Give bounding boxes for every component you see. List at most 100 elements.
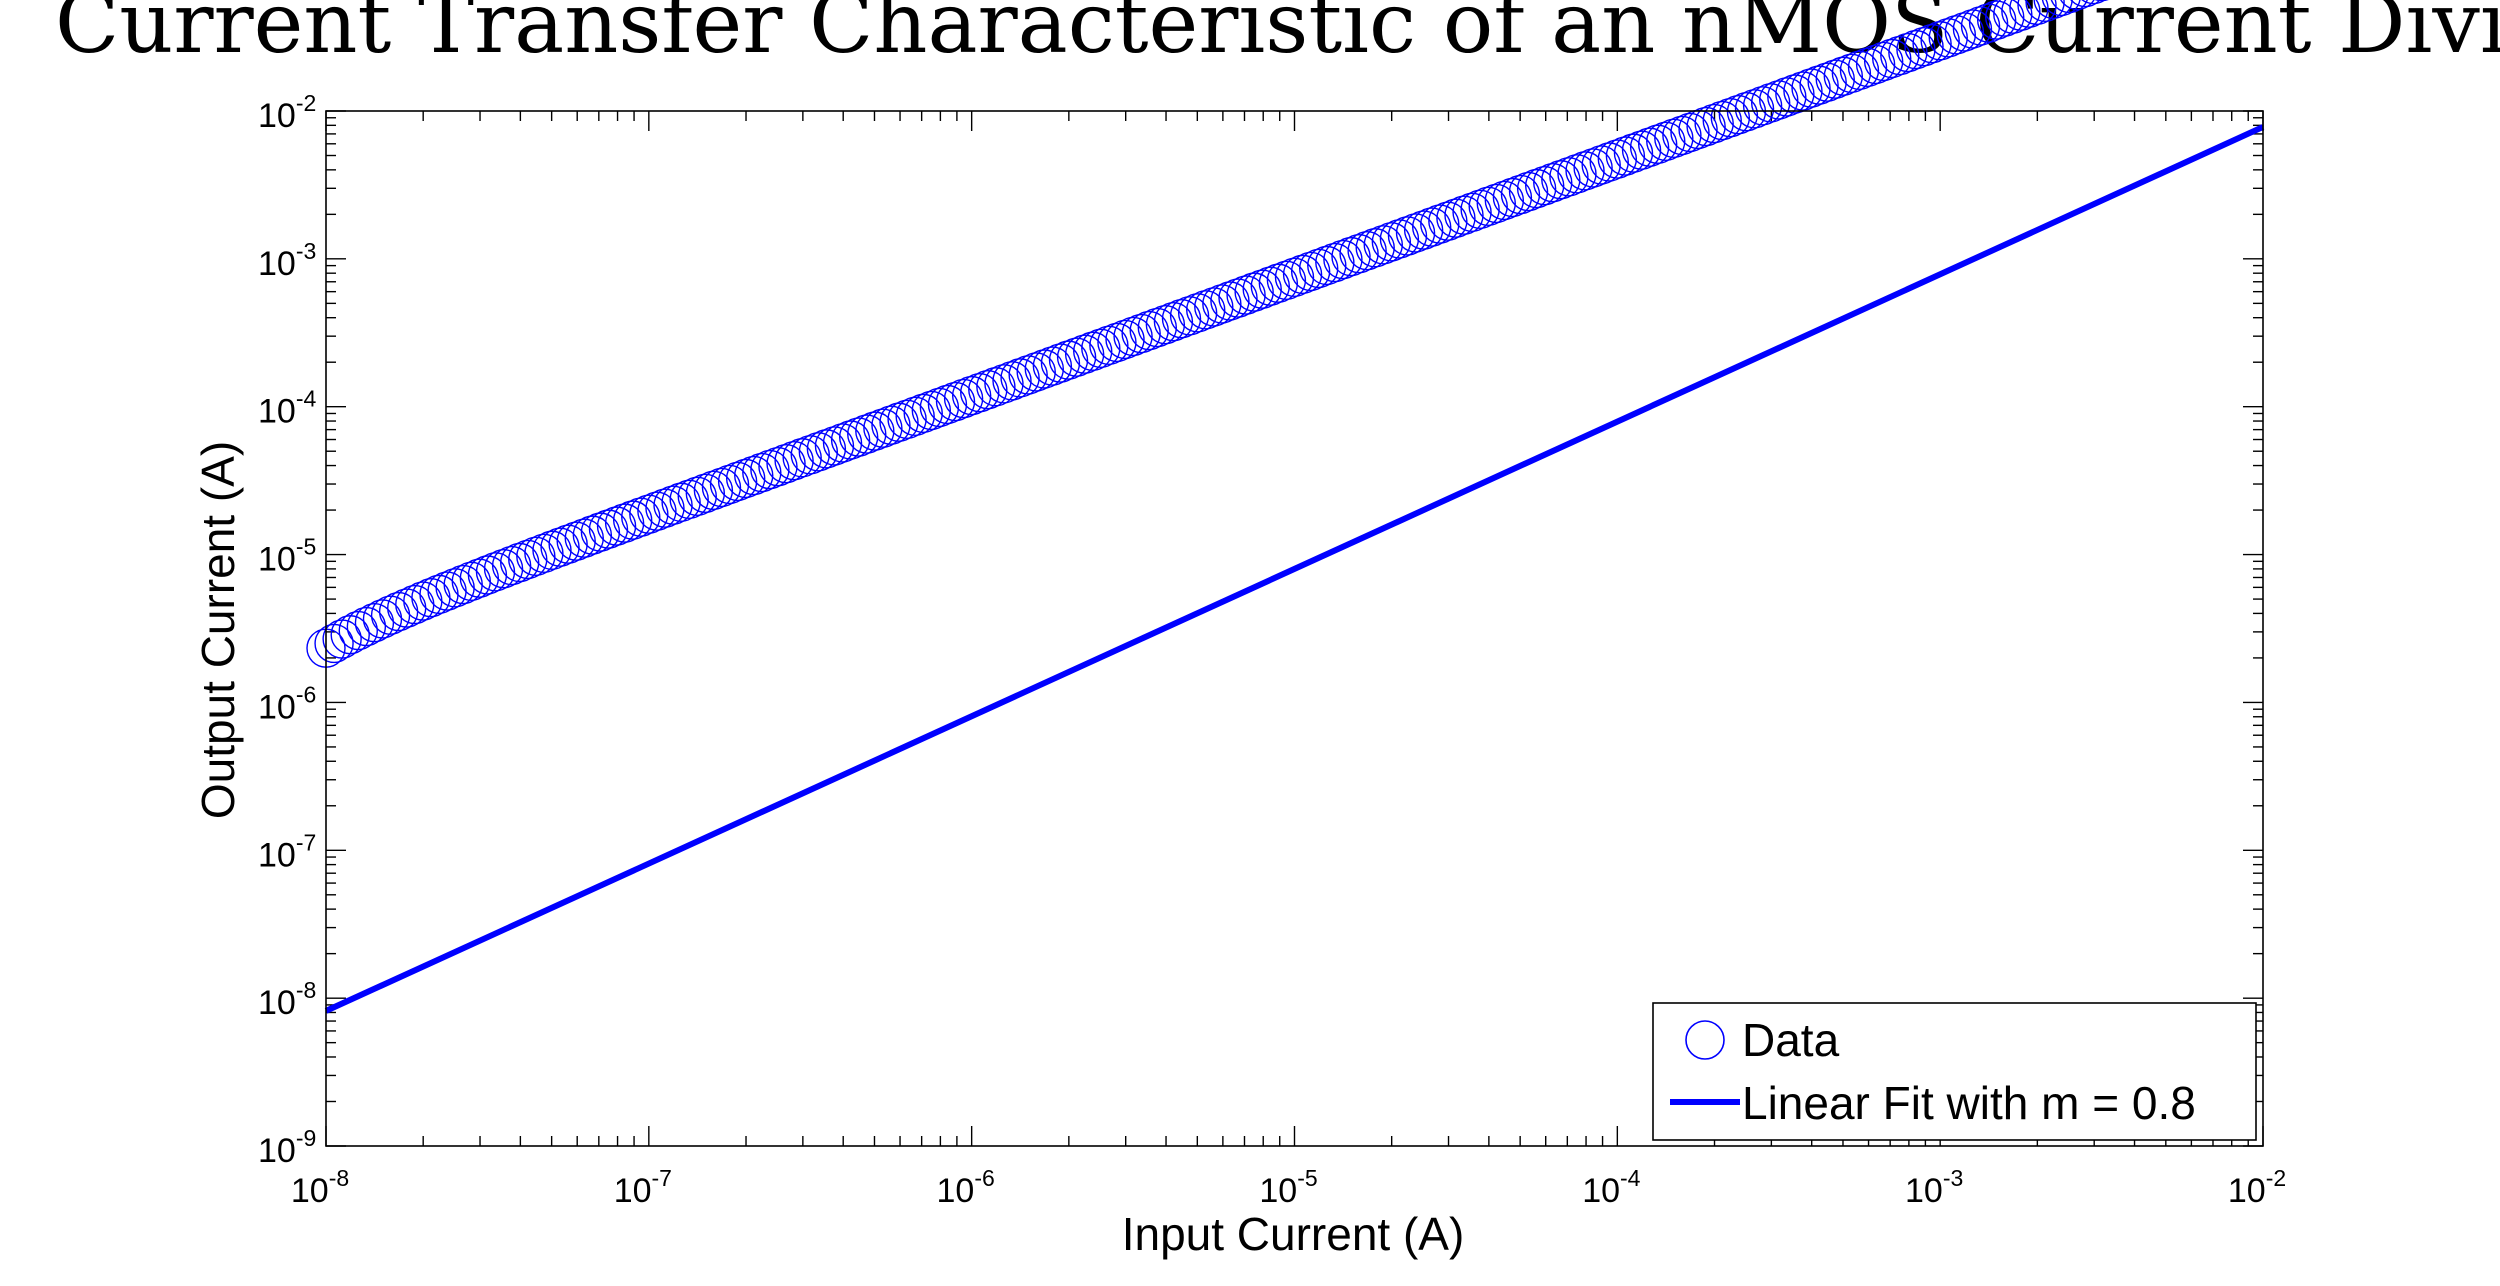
data-point [500, 542, 540, 583]
data-point [734, 455, 774, 496]
data-point [701, 467, 742, 508]
data-point [1928, 18, 1968, 58]
data-point [1985, 0, 2025, 37]
data-point [1210, 281, 1250, 321]
data-point [976, 367, 1016, 407]
data-point [596, 506, 637, 546]
data-point [2060, 0, 2095, 11]
data-point [1710, 97, 1751, 138]
x-axis-label: Input Current (A) [1122, 1208, 1465, 1260]
data-point [1460, 189, 1500, 230]
data-point [1775, 74, 1815, 114]
data-point [951, 375, 992, 416]
data-point [895, 396, 935, 437]
data-point [2025, 0, 2065, 23]
data-point [847, 414, 887, 454]
data-point [2041, 0, 2081, 17]
data-point [822, 423, 863, 463]
data-point [1266, 260, 1307, 300]
data-point [1791, 68, 1831, 108]
data-point [677, 476, 717, 516]
data-point [564, 518, 604, 558]
data-point [935, 381, 976, 422]
data-point [790, 435, 830, 475]
x-tick-label: 10-4 [1582, 1165, 1640, 1210]
data-point [1452, 192, 1492, 232]
data-point [629, 494, 669, 534]
data-point [604, 503, 645, 543]
data-point [1444, 195, 1484, 235]
data-point [1186, 290, 1226, 330]
data-point [1742, 86, 1783, 126]
data-point [1048, 340, 1089, 380]
data-point [1734, 89, 1775, 129]
data-point [588, 509, 629, 549]
data-point [1411, 207, 1452, 247]
data-point [1476, 183, 1516, 224]
data-point [1137, 307, 1178, 348]
data-point [1436, 198, 1476, 238]
data-point [1589, 142, 1629, 182]
data-point [1169, 296, 1210, 336]
data-point [346, 606, 387, 647]
data-point [1759, 80, 1799, 120]
data-point [2050, 0, 2088, 14]
data-point [750, 449, 790, 490]
data-point [1516, 168, 1557, 209]
data-point [1331, 236, 1371, 277]
data-point [1839, 50, 1880, 91]
data-point [693, 470, 734, 511]
data-point [1912, 24, 1952, 64]
data-point [621, 497, 661, 537]
data-point [653, 485, 693, 525]
data-point [669, 479, 709, 519]
data-point [1767, 77, 1807, 117]
data-point [1960, 6, 2001, 46]
y-tick-label: 10-4 [258, 386, 316, 431]
data-point [717, 461, 758, 502]
data-point [467, 555, 508, 595]
data-point [1282, 254, 1323, 295]
data-point [1904, 26, 1944, 67]
y-tick-label: 10-3 [258, 238, 316, 283]
data-point [1226, 275, 1266, 315]
x-tick-label: 10-5 [1259, 1165, 1317, 1210]
data-point [1113, 316, 1153, 357]
y-tick-label: 10-6 [258, 681, 316, 726]
x-tick-label: 10-3 [1905, 1165, 1963, 1210]
data-point [1549, 157, 1589, 197]
data-point [1597, 139, 1638, 179]
data-point [742, 452, 782, 493]
axis-ticks [325, 110, 2264, 1147]
data-point [774, 441, 814, 481]
data-point [1081, 328, 1121, 368]
data-point [1258, 263, 1299, 303]
legend-marker-data [1685, 1020, 1725, 1060]
data-point [1508, 171, 1549, 212]
data-point [1274, 257, 1315, 298]
data-point [475, 552, 516, 592]
data-point [1573, 148, 1613, 188]
data-point [1694, 103, 1734, 144]
data-point [661, 482, 701, 522]
data-point [1339, 233, 1379, 274]
data-point [1799, 65, 1839, 105]
data-point [1395, 213, 1436, 253]
data-point [1621, 130, 1662, 170]
data-point [1968, 3, 2009, 43]
data-point [1863, 41, 1904, 82]
data-point [830, 420, 871, 460]
data-point [887, 399, 927, 439]
data-point [1234, 272, 1274, 312]
data-point [2017, 0, 2057, 25]
data-point [960, 372, 1000, 413]
y-axis-label: Output Current (A) [192, 441, 244, 819]
data-point [1823, 56, 1864, 96]
x-tick-label: 10-7 [614, 1165, 672, 1210]
y-tick-label: 10-8 [258, 977, 316, 1022]
data-point [903, 393, 943, 434]
data-point [1202, 284, 1242, 324]
data-point [1097, 322, 1137, 363]
data-point [483, 549, 524, 589]
data-point [1290, 251, 1331, 292]
